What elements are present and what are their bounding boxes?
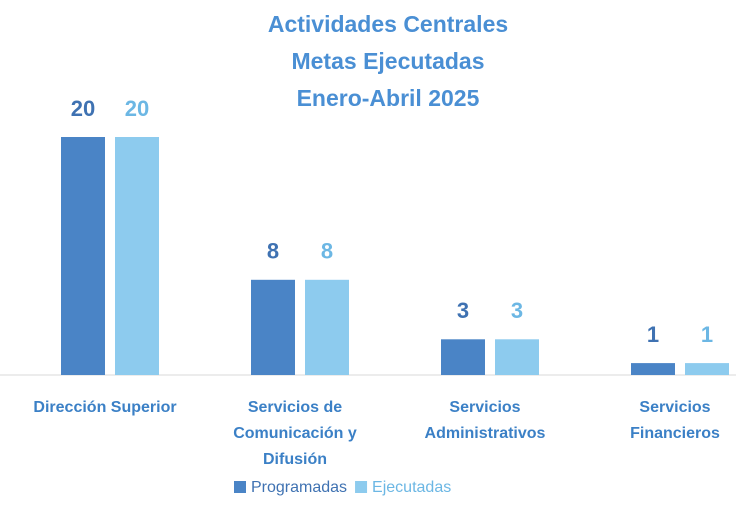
x-tick-label: Dirección Superior (33, 399, 176, 416)
bar (495, 339, 539, 375)
data-label: 1 (647, 322, 659, 347)
data-label: 20 (71, 96, 95, 121)
chart-title: Enero-Abril 2025 (297, 85, 480, 111)
data-label: 8 (321, 239, 333, 264)
chart-title: Actividades Centrales (268, 11, 508, 37)
bar (115, 137, 159, 375)
bar (685, 363, 729, 375)
chart-title: Metas Ejecutadas (291, 48, 484, 74)
bar (305, 279, 349, 375)
x-tick-label: Financieros (630, 425, 720, 442)
x-tick-label: Difusión (263, 451, 327, 468)
bar (251, 279, 295, 375)
bar (441, 339, 485, 375)
x-tick-label: Servicios de (248, 399, 342, 416)
legend-label: Ejecutadas (372, 479, 451, 496)
data-label: 20 (125, 96, 149, 121)
legend-swatch (355, 481, 368, 493)
x-tick-label: Administrativos (425, 425, 546, 442)
legend-swatch (234, 481, 246, 493)
x-tick-label: Servicios (639, 399, 710, 416)
legend-label: Programadas (251, 479, 347, 496)
data-label: 8 (267, 239, 279, 264)
data-label: 3 (511, 298, 523, 323)
data-label: 1 (701, 322, 713, 347)
bar (61, 137, 105, 375)
bar (631, 363, 675, 375)
x-tick-label: Servicios (449, 399, 520, 416)
data-label: 3 (457, 298, 469, 323)
x-tick-label: Comunicación y (233, 425, 357, 442)
